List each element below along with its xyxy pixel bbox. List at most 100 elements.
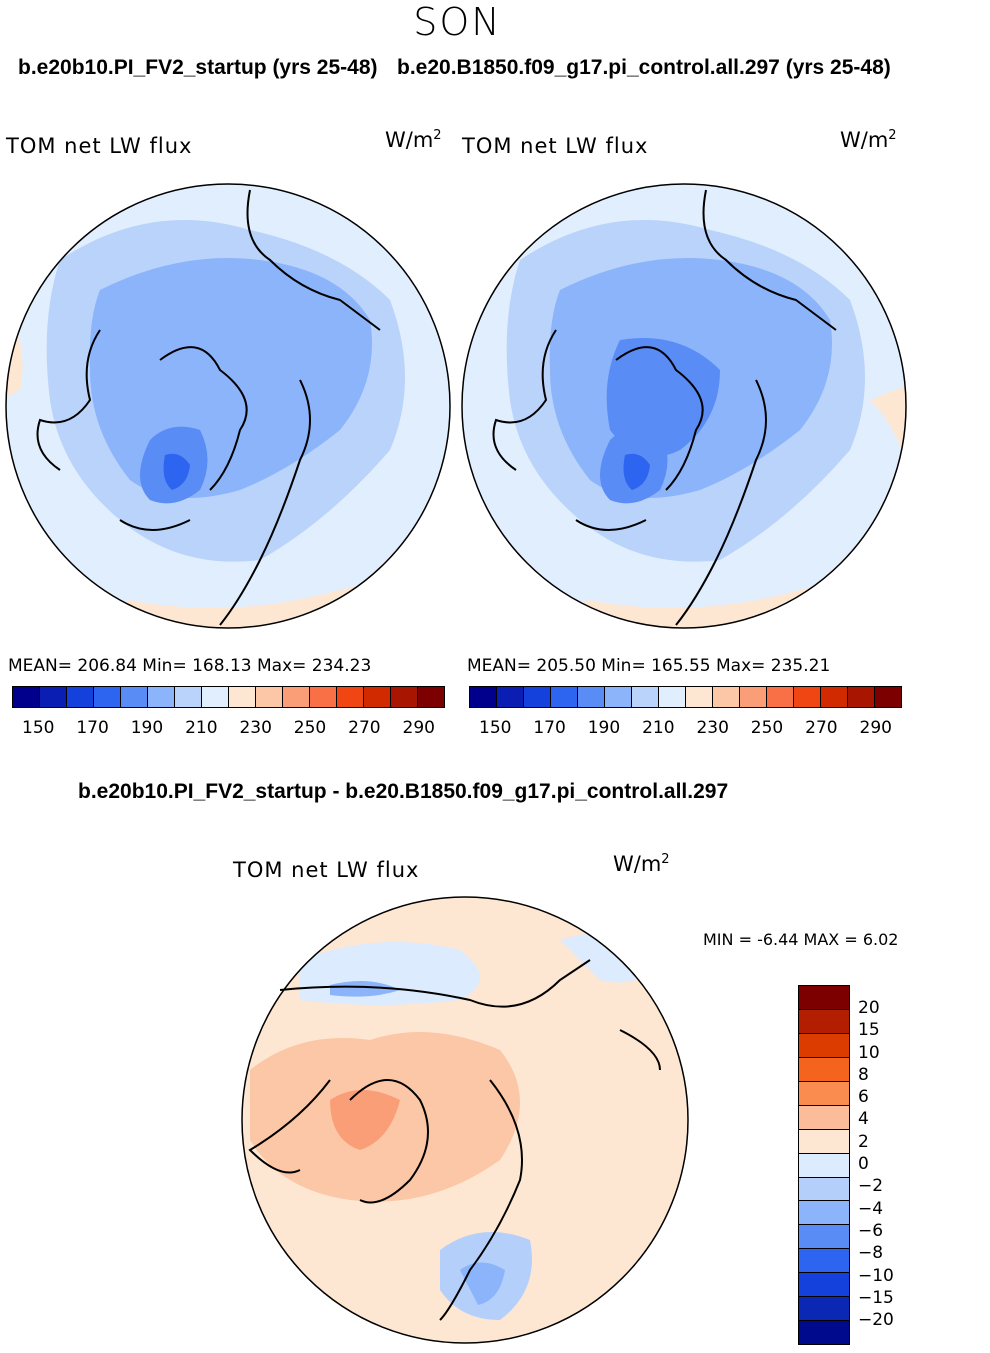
left-unit-label: W/m2 bbox=[385, 128, 442, 152]
colorbar-swatch bbox=[821, 687, 848, 707]
left-stats: MEAN= 206.84 Min= 168.13 Max= 234.23 bbox=[8, 656, 372, 676]
colorbar-tick-label: 170 bbox=[533, 718, 566, 738]
colorbar-swatch bbox=[686, 687, 713, 707]
colorbar-swatch bbox=[551, 687, 578, 707]
colorbar-swatch bbox=[848, 687, 875, 707]
colorbar-swatch bbox=[713, 687, 740, 707]
colorbar-swatch bbox=[799, 1129, 849, 1154]
colorbar-swatch bbox=[256, 687, 283, 707]
diff-minmax: MIN = -6.44 MAX = 6.02 bbox=[703, 930, 899, 949]
colorbar-swatch bbox=[310, 687, 337, 707]
colorbar-swatch bbox=[799, 986, 849, 1010]
colorbar-swatch bbox=[175, 687, 202, 707]
colorbar-swatch bbox=[799, 1201, 849, 1226]
colorbar-swatch bbox=[799, 1105, 849, 1130]
colorbar-swatch bbox=[799, 1153, 849, 1178]
colorbar-tick-label: 190 bbox=[130, 718, 164, 738]
colorbar-tick-label: 20 bbox=[858, 998, 880, 1018]
colorbar-swatch bbox=[391, 687, 418, 707]
colorbar-swatch bbox=[202, 687, 229, 707]
colorbar-tick-label: 10 bbox=[858, 1042, 880, 1063]
colorbar-swatch bbox=[740, 687, 767, 707]
diff-variable-label: TOM net LW flux bbox=[233, 858, 420, 882]
diff-unit-label: W/m2 bbox=[613, 852, 670, 876]
colorbar-tick-label: 6 bbox=[858, 1087, 869, 1108]
colorbar-swatch bbox=[418, 687, 444, 707]
colorbar-tick-label: 250 bbox=[293, 718, 327, 738]
left-colorbar bbox=[12, 686, 445, 708]
colorbar-tick-label: −10 bbox=[858, 1265, 894, 1286]
right-variable-label: TOM net LW flux bbox=[462, 134, 649, 158]
colorbar-tick-label: 150 bbox=[479, 718, 512, 738]
colorbar-swatch bbox=[283, 687, 310, 707]
colorbar-swatch bbox=[94, 687, 121, 707]
colorbar-tick-label: −4 bbox=[858, 1198, 884, 1219]
colorbar-tick-label: 8 bbox=[858, 1064, 869, 1085]
colorbar-tick-label: 270 bbox=[348, 718, 381, 738]
colorbar-swatch bbox=[875, 687, 901, 707]
colorbar-tick-label: 15 bbox=[858, 1020, 880, 1041]
colorbar-swatch bbox=[497, 687, 524, 707]
colorbar-tick-label: 290 bbox=[859, 718, 892, 738]
right-colorbar-ticks: 150 170 190 210 230 250 270 290 bbox=[479, 718, 892, 738]
colorbar-swatch bbox=[794, 687, 821, 707]
right-stats: MEAN= 205.50 Min= 165.55 Max= 235.21 bbox=[467, 656, 831, 676]
colorbar-tick-label: 290 bbox=[402, 718, 435, 738]
colorbar-swatch bbox=[799, 1033, 849, 1058]
colorbar-tick-label: 210 bbox=[642, 718, 675, 738]
colorbar-swatch bbox=[148, 687, 175, 707]
diff-colorbar bbox=[798, 985, 850, 1345]
colorbar-swatch bbox=[799, 1177, 849, 1202]
colorbar-tick-label: 230 bbox=[696, 718, 729, 738]
colorbar-tick-label: −15 bbox=[858, 1287, 894, 1308]
colorbar-swatch bbox=[799, 1081, 849, 1106]
colorbar-tick-label: −8 bbox=[858, 1243, 884, 1264]
colorbar-tick-label: 4 bbox=[858, 1109, 869, 1130]
colorbar-tick-label: 270 bbox=[805, 718, 838, 738]
left-variable-label: TOM net LW flux bbox=[6, 134, 193, 158]
diff-colorbar-labels: 20 15 10 8 6 4 2 0 −2 −4 −6 −8 −10 −15 −20 bbox=[858, 997, 894, 1331]
colorbar-tick-label: 190 bbox=[587, 718, 621, 738]
colorbar-tick-label: −6 bbox=[858, 1220, 884, 1241]
right-colorbar bbox=[469, 686, 902, 708]
colorbar-tick-label: −2 bbox=[858, 1176, 884, 1197]
colorbar-tick-label: 150 bbox=[22, 718, 55, 738]
colorbar-tick-label: 2 bbox=[858, 1131, 869, 1152]
colorbar-swatch bbox=[524, 687, 551, 707]
colorbar-tick-label: −20 bbox=[858, 1310, 894, 1331]
left-run-title: b.e20b10.PI_FV2_startup (yrs 25-48) bbox=[18, 56, 378, 79]
colorbar-swatch bbox=[40, 687, 67, 707]
colorbar-swatch bbox=[799, 1297, 849, 1322]
colorbar-swatch bbox=[470, 687, 497, 707]
colorbar-swatch bbox=[799, 1009, 849, 1034]
right-run-title: b.e20.B1850.f09_g17.pi_control.all.297 (… bbox=[397, 56, 891, 79]
colorbar-swatch bbox=[799, 1225, 849, 1250]
colorbar-tick-label: 0 bbox=[858, 1154, 869, 1175]
colorbar-tick-label: 170 bbox=[76, 718, 109, 738]
colorbar-swatch bbox=[799, 1273, 849, 1298]
colorbar-swatch bbox=[578, 687, 605, 707]
colorbar-tick-label: 250 bbox=[750, 718, 784, 738]
colorbar-swatch bbox=[337, 687, 364, 707]
colorbar-swatch bbox=[13, 687, 40, 707]
colorbar-swatch bbox=[799, 1249, 849, 1274]
colorbar-swatch bbox=[659, 687, 686, 707]
colorbar-swatch bbox=[799, 1321, 849, 1345]
colorbar-tick-label: 210 bbox=[185, 718, 218, 738]
left-colorbar-ticks: 150 170 190 210 230 250 270 290 bbox=[22, 718, 435, 738]
colorbar-swatch bbox=[121, 687, 148, 707]
colorbar-swatch bbox=[364, 687, 391, 707]
colorbar-swatch bbox=[767, 687, 794, 707]
colorbar-swatch bbox=[605, 687, 632, 707]
colorbar-swatch bbox=[67, 687, 94, 707]
colorbar-swatch bbox=[229, 687, 256, 707]
diff-title: b.e20b10.PI_FV2_startup - b.e20.B1850.f0… bbox=[78, 780, 729, 803]
season-title: SON bbox=[413, 0, 502, 44]
colorbar-swatch bbox=[632, 687, 659, 707]
colorbar-swatch bbox=[799, 1057, 849, 1082]
colorbar-tick-label: 230 bbox=[239, 718, 272, 738]
right-unit-label: W/m2 bbox=[840, 128, 897, 152]
